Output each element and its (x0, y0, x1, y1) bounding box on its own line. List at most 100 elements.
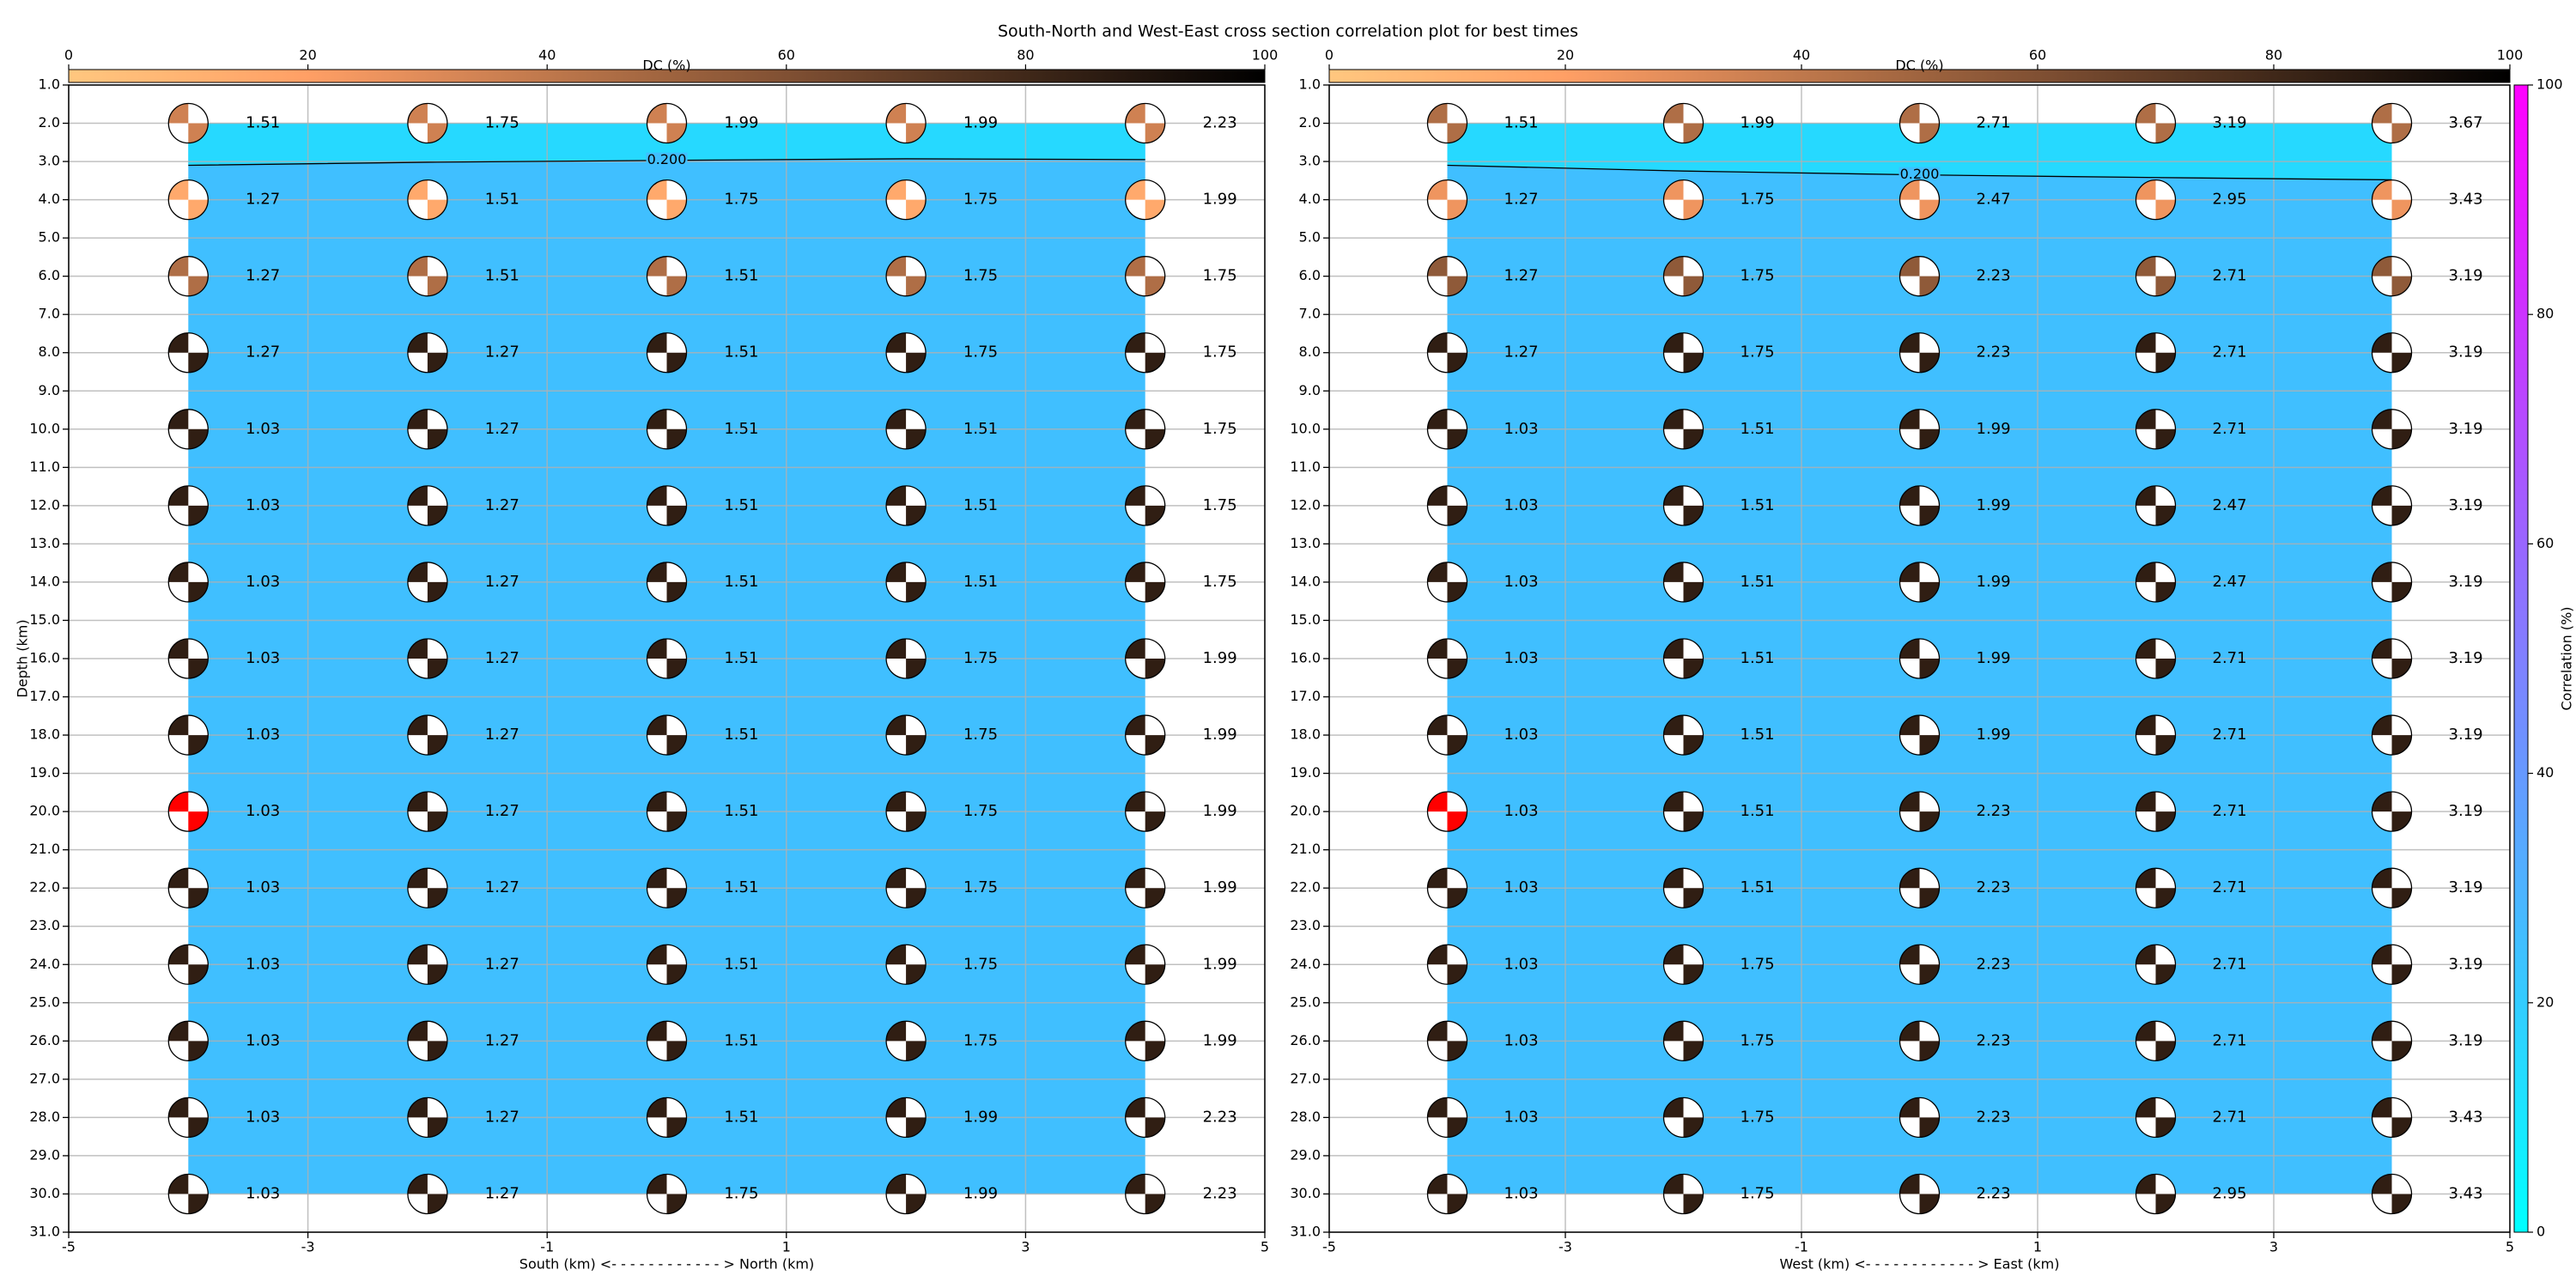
beachball-quadrant (886, 409, 907, 429)
beachball-quadrant (886, 945, 907, 965)
beachball-outline (885, 485, 927, 526)
beachball-quadrant (1919, 276, 1940, 296)
beachball-quadrant (647, 103, 667, 124)
beachball-quadrant (2136, 715, 2156, 736)
beachball (2135, 562, 2177, 603)
y-tick-label: 25.0 (1290, 993, 1321, 1010)
y-tick-label: 29.0 (29, 1146, 60, 1163)
beachball-quadrant (2391, 581, 2412, 602)
beachball-quadrant (1663, 639, 1684, 659)
beachball-outline (646, 791, 688, 832)
beachball-quadrant (2136, 103, 2156, 124)
beachball-quadrant (407, 1174, 428, 1194)
beachball-quadrant (1683, 735, 1704, 756)
beachball-quadrant (1919, 1117, 1940, 1138)
y-tick-label: 27.0 (29, 1070, 60, 1086)
beachball-quadrant (1447, 659, 1467, 678)
beachball-quadrant (407, 103, 428, 124)
value-label: 1.99 (1203, 802, 1237, 820)
beachball-quadrant (2155, 735, 2176, 756)
beachball-quadrant (407, 639, 428, 659)
beachball-quadrant (2391, 1117, 2412, 1138)
contour-label: 0.200 (1900, 166, 1940, 182)
beachball (1899, 1020, 1941, 1061)
beachball-quadrant (666, 735, 687, 756)
y-tick-label: 18.0 (29, 726, 60, 743)
beachball-quadrant (2155, 1041, 2176, 1061)
value-label: 1.99 (1977, 420, 2011, 438)
correlation-colorbar-tick-label: 20 (2537, 993, 2554, 1010)
value-label: 1.51 (485, 267, 519, 285)
x-tick-label: -3 (1558, 1239, 1572, 1255)
beachball (407, 1173, 448, 1215)
value-label: 1.27 (246, 343, 280, 361)
beachball-quadrant (1125, 639, 1145, 659)
beachball (407, 256, 448, 297)
beachball-outline (407, 332, 448, 374)
y-tick-label: 14.0 (1290, 573, 1321, 589)
y-tick-label: 22.0 (1290, 879, 1321, 896)
beachball-quadrant (188, 505, 209, 526)
beachball-quadrant (647, 485, 667, 506)
beachball-quadrant (407, 945, 428, 965)
beachball-quadrant (666, 1194, 687, 1214)
dc-colorbar (1328, 69, 2511, 83)
beachball-outline (2371, 256, 2413, 297)
beachball-quadrant (407, 792, 428, 812)
y-tick-label: 31.0 (1290, 1224, 1321, 1240)
beachball-quadrant (2155, 276, 2176, 296)
value-label: 1.99 (1741, 114, 1775, 132)
beachball-quadrant (2391, 735, 2412, 756)
beachball (1426, 1020, 1468, 1061)
y-tick-label: 13.0 (29, 535, 60, 551)
beachball-outline (2135, 1097, 2177, 1139)
beachball-outline (2135, 256, 2177, 297)
beachball-quadrant (1683, 428, 1704, 449)
beachball-outline (1662, 179, 1704, 221)
beachball (407, 714, 448, 756)
beachball-outline (407, 409, 448, 450)
value-label: 1.03 (1504, 420, 1539, 438)
beachball-quadrant (168, 639, 189, 659)
beachball-outline (1662, 256, 1704, 297)
value-label: 1.03 (246, 649, 280, 667)
beachball-quadrant (427, 581, 447, 602)
beachball-quadrant (647, 868, 667, 889)
beachball (1899, 1097, 1941, 1139)
value-label: 1.51 (724, 1108, 758, 1126)
beachball-quadrant (2155, 581, 2176, 602)
beachball-quadrant (427, 1194, 447, 1214)
beachball-outline (2135, 638, 2177, 679)
beachball-outline (407, 562, 448, 603)
value-label: 1.27 (485, 955, 519, 973)
beachball-quadrant (666, 964, 687, 985)
value-label: 1.75 (1203, 267, 1237, 285)
beachball-outline (1662, 867, 1704, 908)
dc-colorbar-label: DC (%) (1895, 58, 1943, 74)
beachball (885, 1173, 927, 1215)
value-label: 1.27 (485, 420, 519, 438)
beachball-outline (646, 179, 688, 221)
value-label: 1.51 (724, 878, 758, 896)
beachball (407, 1097, 448, 1139)
value-label: 1.75 (1741, 343, 1775, 361)
beachball (1899, 791, 1941, 832)
y-tick-label: 9.0 (39, 382, 60, 398)
beachball-quadrant (1125, 715, 1145, 736)
beachball-quadrant (2391, 811, 2412, 832)
correlation-colorbar-label: Correlation (%) (2559, 607, 2575, 711)
beachball (1899, 562, 1941, 603)
y-tick-label: 10.0 (29, 420, 60, 436)
beachball-quadrant (1683, 1041, 1704, 1061)
value-label: 3.19 (2449, 878, 2483, 896)
beachball-quadrant (1125, 332, 1145, 353)
beachball-quadrant (2136, 332, 2156, 353)
y-tick-label: 22.0 (29, 879, 60, 896)
y-tick-label: 16.0 (29, 650, 60, 666)
beachball (1662, 562, 1704, 603)
beachball (1125, 562, 1166, 603)
beachball-quadrant (1125, 179, 1145, 200)
beachball-quadrant (2155, 352, 2176, 373)
value-label: 1.99 (1203, 191, 1237, 209)
